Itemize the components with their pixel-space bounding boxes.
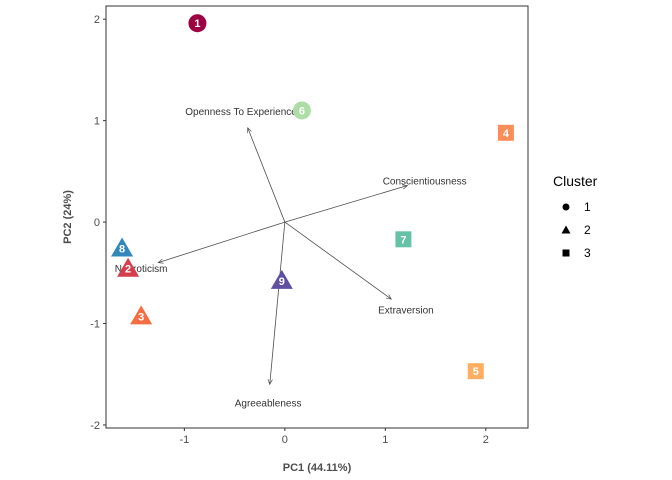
x-tick-label: 0	[282, 434, 288, 446]
loading-arrow	[284, 221, 392, 299]
data-point: 7	[395, 231, 412, 248]
loading-arrows: Openness To Experience Conscientiousness N…	[115, 107, 467, 409]
point-label: 7	[400, 234, 406, 246]
loading-arrow	[270, 222, 286, 384]
plot-panel	[105, 5, 529, 429]
point-label: 4	[503, 128, 510, 140]
data-point: 2	[117, 257, 140, 277]
legend-label: 3	[584, 246, 591, 260]
loading-arrow	[158, 221, 285, 263]
axes: -1 0 1 2 -2 -1 0 1 2	[90, 14, 489, 446]
loading-arrow	[248, 128, 286, 223]
data-point: 5	[467, 363, 484, 380]
legend-title: Cluster	[553, 173, 598, 189]
point-marker	[188, 14, 207, 33]
data-point: 1	[188, 14, 207, 33]
data-points: 1 2 3 4 5 6 7 8 9	[111, 14, 514, 380]
point-label: 8	[119, 243, 125, 255]
point-marker	[117, 257, 140, 277]
data-point: 8	[111, 237, 134, 257]
point-marker	[497, 124, 514, 141]
loading-label: Agreeableness	[235, 398, 302, 409]
point-marker	[111, 237, 134, 257]
point-marker	[467, 363, 484, 380]
y-axis-title: PC2 (24%)	[62, 190, 74, 244]
point-label: 9	[279, 276, 285, 288]
data-point: 9	[270, 269, 293, 289]
y-tick-label: -1	[90, 319, 100, 331]
loading-label: Extraversion	[378, 306, 434, 317]
x-tick-label: -1	[179, 434, 189, 446]
legend-item: 3	[562, 246, 591, 260]
loading-label: Neuroticism	[115, 264, 168, 275]
point-label: 2	[125, 264, 131, 276]
point-label: 6	[299, 105, 305, 117]
y-tick-label: -2	[90, 420, 100, 432]
legend-label: 2	[584, 223, 591, 237]
point-label: 5	[473, 366, 479, 378]
point-marker	[292, 101, 311, 120]
x-axis-title: PC1 (44.11%)	[283, 462, 352, 474]
legend-key	[562, 249, 570, 257]
data-point: 6	[292, 101, 311, 120]
legend-item: 2	[561, 223, 591, 237]
x-tick-label: 1	[382, 434, 388, 446]
loading-arrow	[284, 186, 408, 223]
loading-label: Openness To Experience	[185, 107, 297, 118]
point-marker	[130, 305, 153, 325]
legend-key	[561, 225, 571, 234]
data-point: 4	[497, 124, 514, 141]
y-tick-label: 1	[94, 116, 100, 128]
point-label: 3	[138, 311, 144, 323]
y-tick-label: 0	[94, 217, 100, 229]
y-tick-label: 2	[94, 14, 100, 26]
point-label: 1	[194, 18, 200, 30]
data-point: 3	[130, 305, 153, 325]
x-tick-label: 2	[483, 434, 489, 446]
legend-item: 1	[562, 200, 591, 214]
legend: Cluster 1 2 3	[553, 173, 598, 260]
loading-label: Conscientiousness	[383, 176, 467, 187]
point-marker	[270, 269, 293, 289]
legend-key	[562, 203, 570, 211]
legend-label: 1	[584, 200, 591, 214]
point-marker	[395, 231, 412, 248]
